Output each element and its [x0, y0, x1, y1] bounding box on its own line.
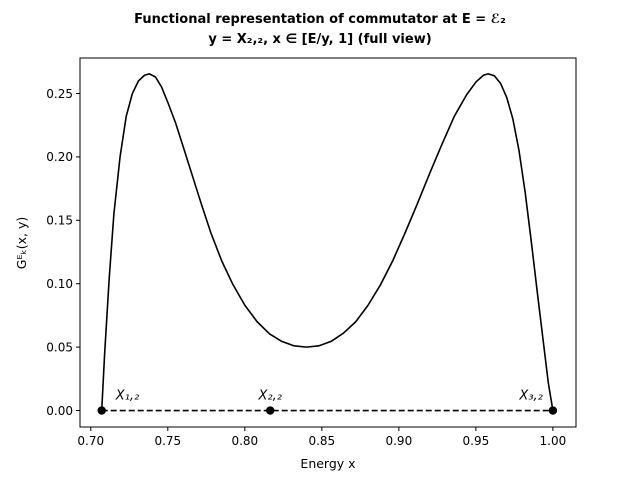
marker-label: X₁,₂	[115, 389, 139, 404]
y-tick-label: 0.00	[46, 404, 73, 418]
y-tick-label: 0.25	[46, 87, 73, 101]
marker-point	[548, 406, 558, 415]
curve-line	[100, 73, 554, 411]
marker-point	[97, 406, 106, 415]
x-tick-label: 0.95	[463, 434, 490, 448]
y-axis-ticks: 0.00 0.05 0.10 0.15 0.20 0.25	[46, 87, 80, 418]
plot-frame	[79, 57, 577, 428]
x-tick-label: 0.70	[77, 434, 104, 448]
series-layer	[100, 73, 554, 412]
y-axis-label: Gᴱₖ(x, y)	[14, 217, 29, 269]
chart-title: Functional representation of commutator …	[134, 12, 506, 27]
x-tick-label: 1.00	[540, 434, 567, 448]
x-tick-label: 0.75	[154, 434, 181, 448]
y-tick-label: 0.05	[46, 340, 73, 354]
marker-layer: X₁,₂ X₂,₂ X₃,₂	[97, 389, 558, 415]
marker-label: X₃,₂	[518, 389, 542, 404]
x-axis-label: Energy x	[300, 456, 355, 471]
plot-area	[80, 58, 576, 427]
x-axis-ticks: 0.70 0.75 0.80 0.85 0.90 0.95 1.00	[77, 427, 566, 448]
x-tick-label: 0.90	[385, 434, 412, 448]
y-tick-label: 0.15	[46, 214, 73, 228]
x-tick-label: 0.80	[231, 434, 258, 448]
y-tick-label: 0.20	[46, 150, 73, 164]
chart-subtitle: y = X₂,₂, x ∈ [E/y, 1] (full view)	[208, 32, 431, 47]
marker-point	[266, 406, 275, 415]
marker-label: X₂,₂	[258, 389, 282, 404]
x-tick-label: 0.85	[308, 434, 335, 448]
y-tick-label: 0.10	[46, 277, 73, 291]
